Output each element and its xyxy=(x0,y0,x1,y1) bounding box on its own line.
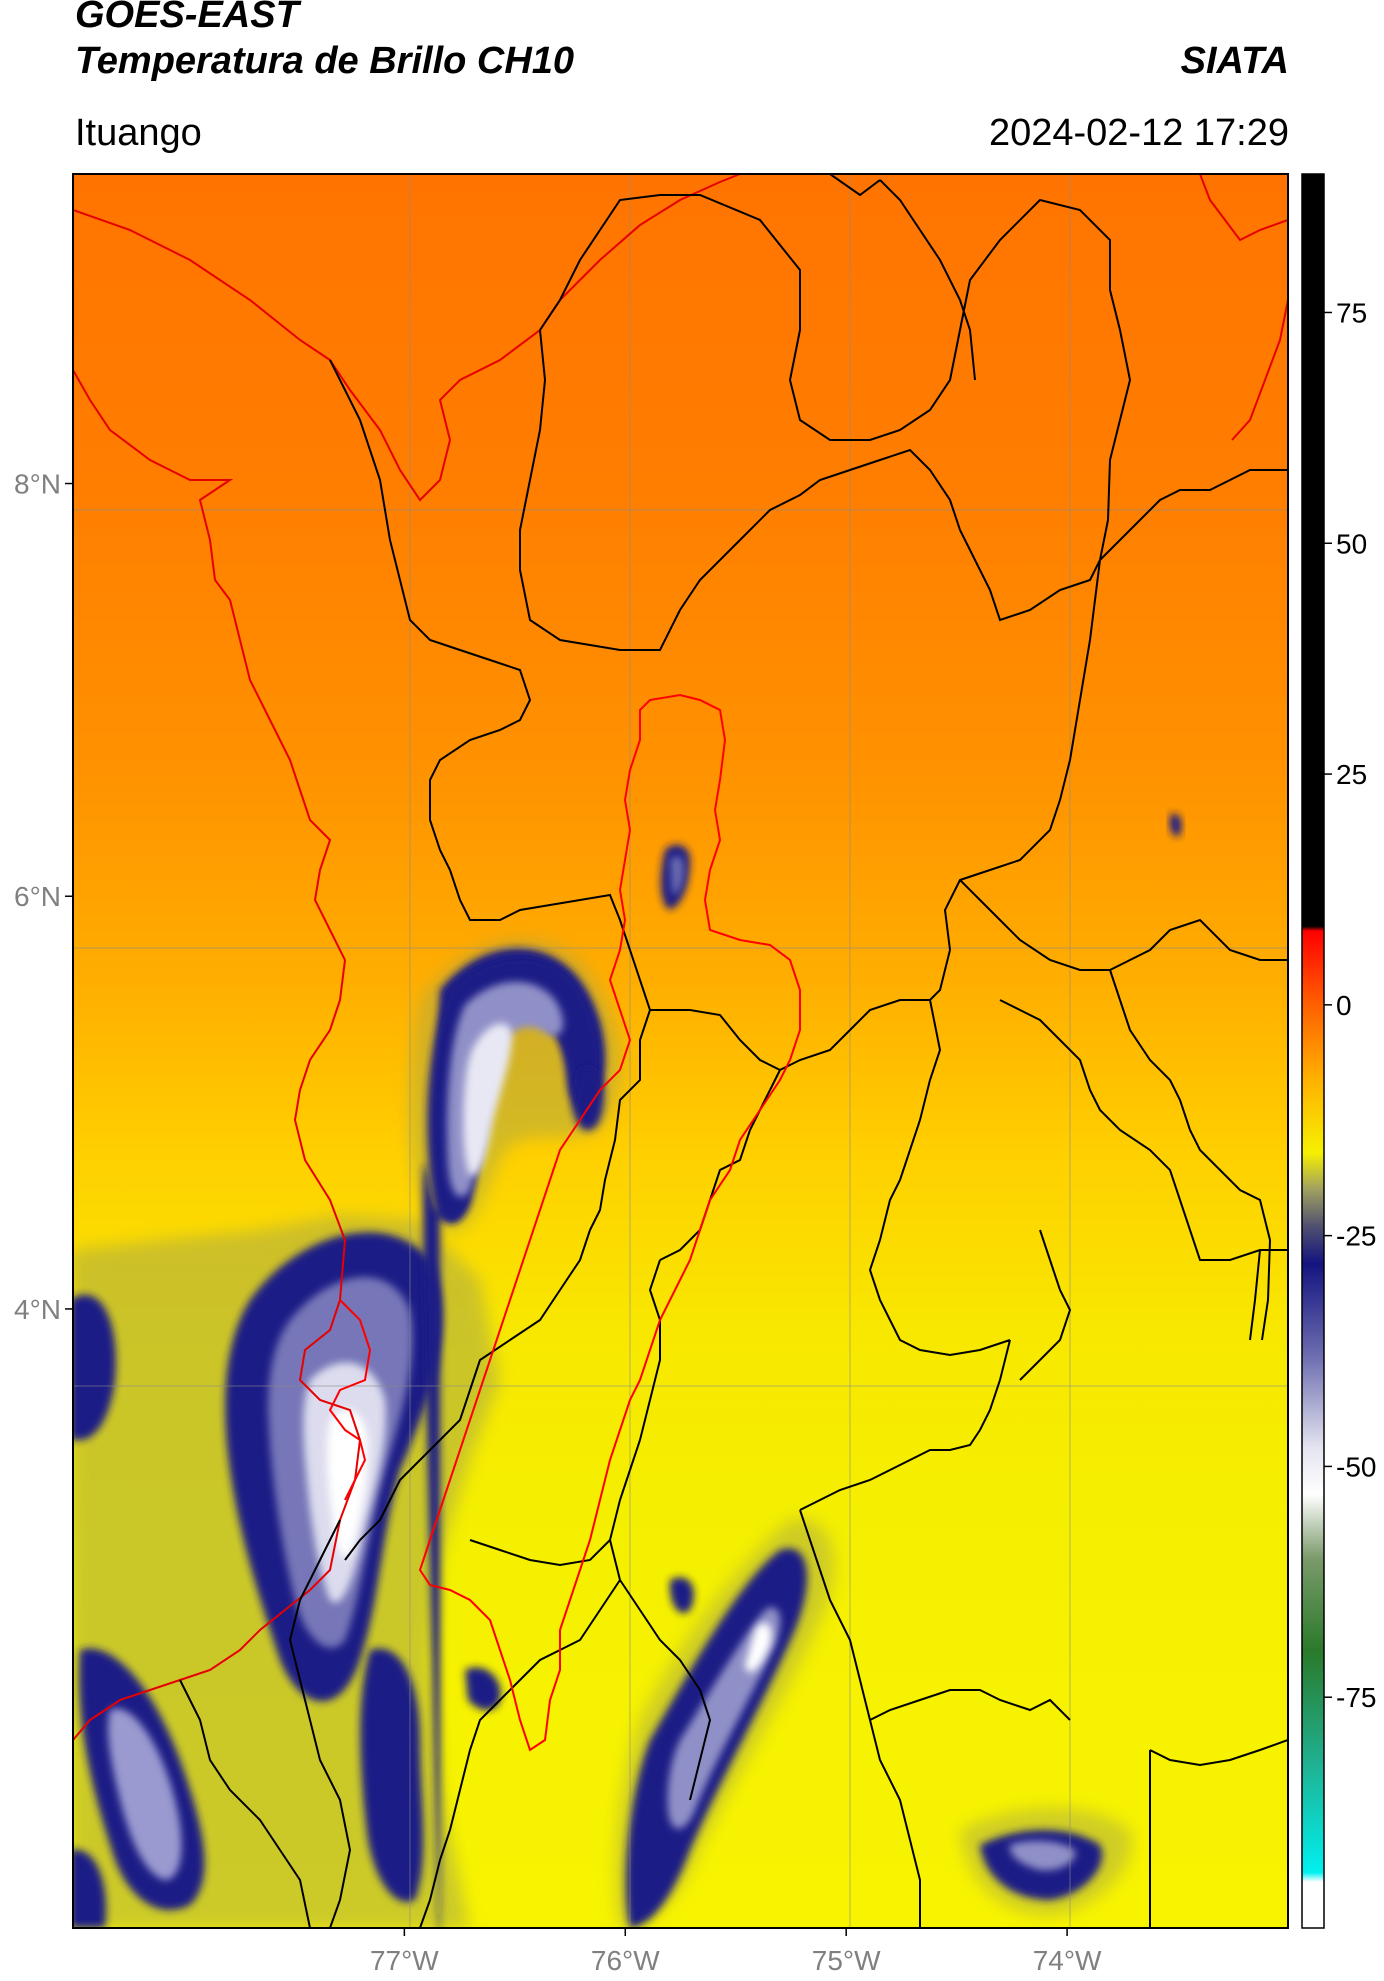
map-frame xyxy=(72,173,1289,1929)
region-label: Ituango xyxy=(75,112,202,154)
coastline xyxy=(73,174,1288,1741)
colorbar-tick-label: -50 xyxy=(1336,1451,1376,1482)
cloud-system-southeast xyxy=(960,1807,1132,1916)
product-title: Temperatura de Brillo CH10 xyxy=(75,40,575,82)
lat-tick-label: 4°N xyxy=(14,1294,61,1325)
admin-borders xyxy=(179,174,1288,1928)
colorbar-tick-label: 50 xyxy=(1336,528,1367,559)
longitude-axis: 77°W 76°W 75°W 74°W xyxy=(370,1928,1102,1976)
colorbar-tick-label: 25 xyxy=(1336,759,1367,790)
datetime-label: 2024-02-12 17:29 xyxy=(988,112,1289,154)
lat-tick-label: 8°N xyxy=(14,469,61,500)
map-area xyxy=(73,174,1288,1928)
brand-label: SIATA xyxy=(1180,40,1289,82)
colorbar-tick-label: 75 xyxy=(1336,297,1367,328)
cloud-system-north-small xyxy=(660,813,1182,910)
colorbar-ticks: 75 50 25 0 -25 -50 -75 xyxy=(1324,297,1376,1713)
lon-tick-label: 77°W xyxy=(370,1945,439,1976)
lon-tick-label: 76°W xyxy=(591,1945,660,1976)
colorbar-tick-label: -75 xyxy=(1336,1682,1376,1713)
cloud-system-hook xyxy=(409,939,622,1928)
colorbar: 75 50 25 0 -25 -50 -75 xyxy=(1301,173,1376,1929)
colorbar-ramp xyxy=(1301,173,1325,1929)
cloud-system-west xyxy=(73,1215,501,1928)
lat-tick-label: 6°N xyxy=(14,881,61,912)
lon-tick-label: 75°W xyxy=(812,1945,881,1976)
gridlines xyxy=(73,174,1288,1928)
satellite-title: GOES-EAST xyxy=(75,0,299,36)
colorbar-tick-label: 0 xyxy=(1336,990,1352,1021)
basin-boundary xyxy=(328,693,801,1752)
colorbar-tick-label: -25 xyxy=(1336,1221,1376,1252)
lon-tick-label: 74°W xyxy=(1033,1945,1102,1976)
latitude-axis: 8°N 6°N 4°N xyxy=(14,469,73,1325)
